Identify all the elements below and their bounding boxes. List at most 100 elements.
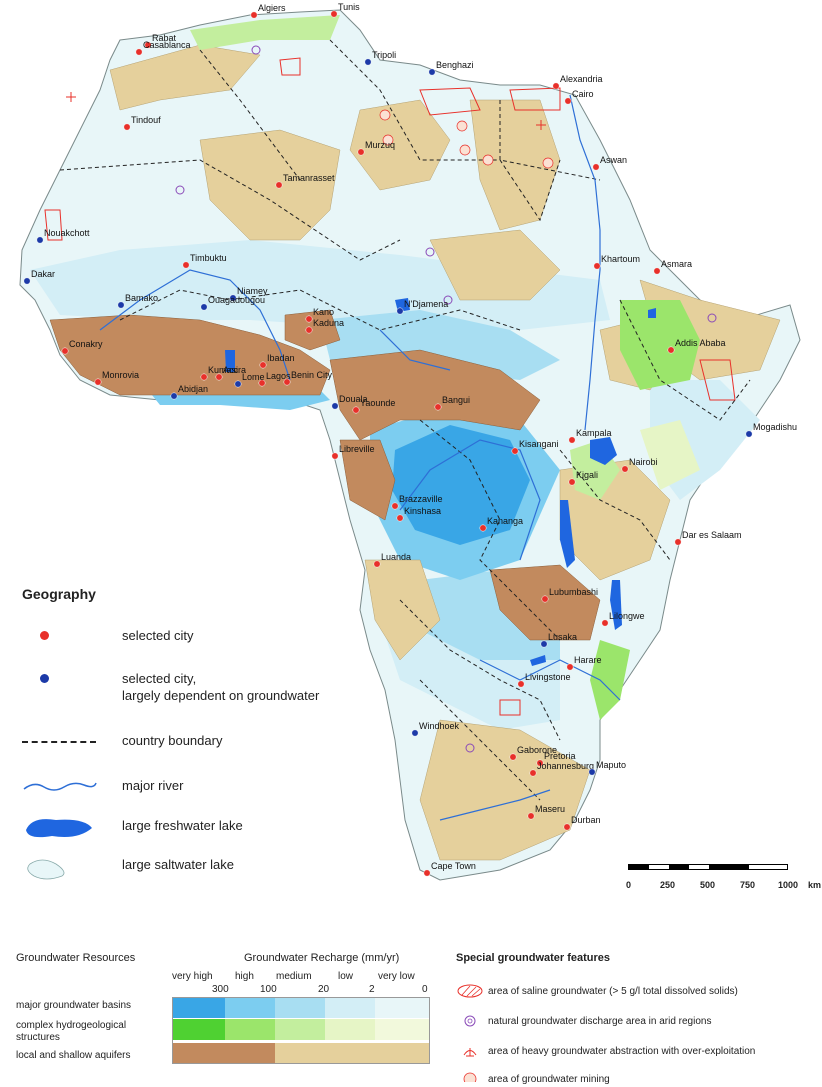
discharge-sudan — [425, 247, 435, 257]
threshold-0: 0 — [422, 984, 428, 995]
red-dot-icon — [40, 631, 49, 640]
scale-unit: km — [808, 880, 822, 890]
city-label: Yaounde — [360, 398, 395, 408]
discharge-sahara — [175, 185, 185, 195]
saline-groundwater-areas — [44, 57, 736, 716]
boundary-3 — [329, 39, 561, 222]
city-label: Libreville — [339, 444, 375, 454]
red-city-marker — [536, 759, 544, 767]
city-label: Pretoria — [544, 751, 576, 761]
red-city-marker — [305, 315, 313, 323]
discharge-nigeria — [443, 295, 453, 305]
discharge-namibia — [465, 743, 475, 753]
city-label: Mogadishu — [753, 422, 797, 432]
blue-city-marker — [428, 68, 436, 76]
over-exploitation-areas — [66, 92, 546, 130]
blue-city-marker — [229, 294, 237, 302]
scale-tick-500: 500 — [700, 880, 716, 890]
mining-icon — [463, 1072, 477, 1082]
city-label: Alexandria — [560, 74, 603, 84]
city-label: Khartoum — [601, 254, 640, 264]
scale-tick-250: 250 — [660, 880, 676, 890]
mining-egypt-1 — [459, 144, 471, 156]
city-label: Kampala — [576, 428, 612, 438]
city-label: Asmara — [661, 259, 692, 269]
red-city-marker — [331, 452, 339, 460]
discharge-algeria — [251, 45, 261, 55]
city-label: Lusaka — [548, 632, 577, 642]
overexploit-egypt — [536, 120, 546, 130]
city-label: Benin City — [291, 370, 333, 380]
red-city-marker — [373, 560, 381, 568]
red-city-marker — [527, 812, 535, 820]
legend-country-boundary: country boundary — [22, 732, 222, 754]
zone-complex-structures — [190, 15, 700, 720]
red-city-marker — [566, 663, 574, 671]
lake-tanganyika — [560, 500, 575, 568]
basin-cell — [225, 997, 275, 1018]
river-orange — [439, 789, 551, 821]
class-very-low: very low — [378, 971, 415, 982]
mining-egypt-2 — [482, 154, 494, 166]
city-label: Lilongwe — [609, 611, 645, 621]
city-label: Casablanca — [143, 40, 191, 50]
red-city-marker — [541, 595, 549, 603]
katanga-shield — [489, 564, 601, 641]
major-rivers — [99, 94, 621, 821]
city-label: Tindouf — [131, 115, 161, 125]
complex-cell — [275, 1019, 325, 1040]
red-city-marker — [259, 361, 267, 369]
red-city-marker — [667, 346, 675, 354]
darfur-local — [429, 229, 561, 301]
red-city-marker — [517, 680, 525, 688]
lake-victoria — [590, 437, 617, 465]
boundary-8 — [619, 299, 751, 421]
blue-city-marker — [36, 236, 44, 244]
river-line-icon — [23, 782, 97, 791]
ethiopia-complex — [620, 300, 700, 390]
saline-hatch-icon — [457, 984, 483, 998]
red-city-marker — [621, 465, 629, 473]
blue-dot-icon — [40, 674, 49, 683]
mining-libya-2 — [456, 120, 468, 132]
lake-tana — [648, 308, 656, 318]
city-label: Cape Town — [431, 861, 476, 871]
red-city-marker — [283, 378, 291, 386]
row-local-aquifers: local and shallow aquifers — [16, 1050, 131, 1061]
tibesti — [349, 99, 451, 191]
row-major-basins: major groundwater basins — [16, 1000, 132, 1011]
city-label: Bamako — [125, 293, 158, 303]
city-label: Tamanrasset — [283, 173, 335, 183]
city-label: Harare — [574, 655, 602, 665]
red-city-marker — [250, 11, 258, 19]
mining-egypt-3 — [542, 157, 554, 169]
red-city-marker — [61, 347, 69, 355]
red-city-marker — [529, 769, 537, 777]
city-label: Bangui — [442, 395, 470, 405]
blue-city-marker — [396, 307, 404, 315]
city-label: Rabat — [152, 33, 177, 43]
saline-egypt — [419, 87, 481, 116]
basin-cell — [375, 997, 430, 1018]
basin-cell — [172, 997, 225, 1018]
saltwater-lake-icon — [27, 859, 65, 880]
city-label: Algiers — [258, 3, 286, 13]
red-city-marker — [568, 478, 576, 486]
legend-major-river: major river — [22, 777, 183, 799]
saline-tunisia — [279, 57, 301, 76]
complex-cell — [225, 1019, 275, 1040]
city-label: Accra — [223, 365, 246, 375]
blue-city-marker — [588, 768, 596, 776]
congo-basin — [392, 425, 530, 545]
city-label: Douala — [339, 394, 368, 404]
red-city-marker — [144, 41, 152, 49]
scale-tick-0: 0 — [626, 880, 632, 890]
city-label: Kananga — [487, 516, 523, 526]
city-label: Murzuq — [365, 140, 395, 150]
freshwater-lake-icon — [26, 819, 92, 838]
threshold-20: 20 — [318, 984, 330, 995]
class-medium: medium — [276, 971, 312, 982]
city-label: Johannesburg — [537, 761, 594, 771]
